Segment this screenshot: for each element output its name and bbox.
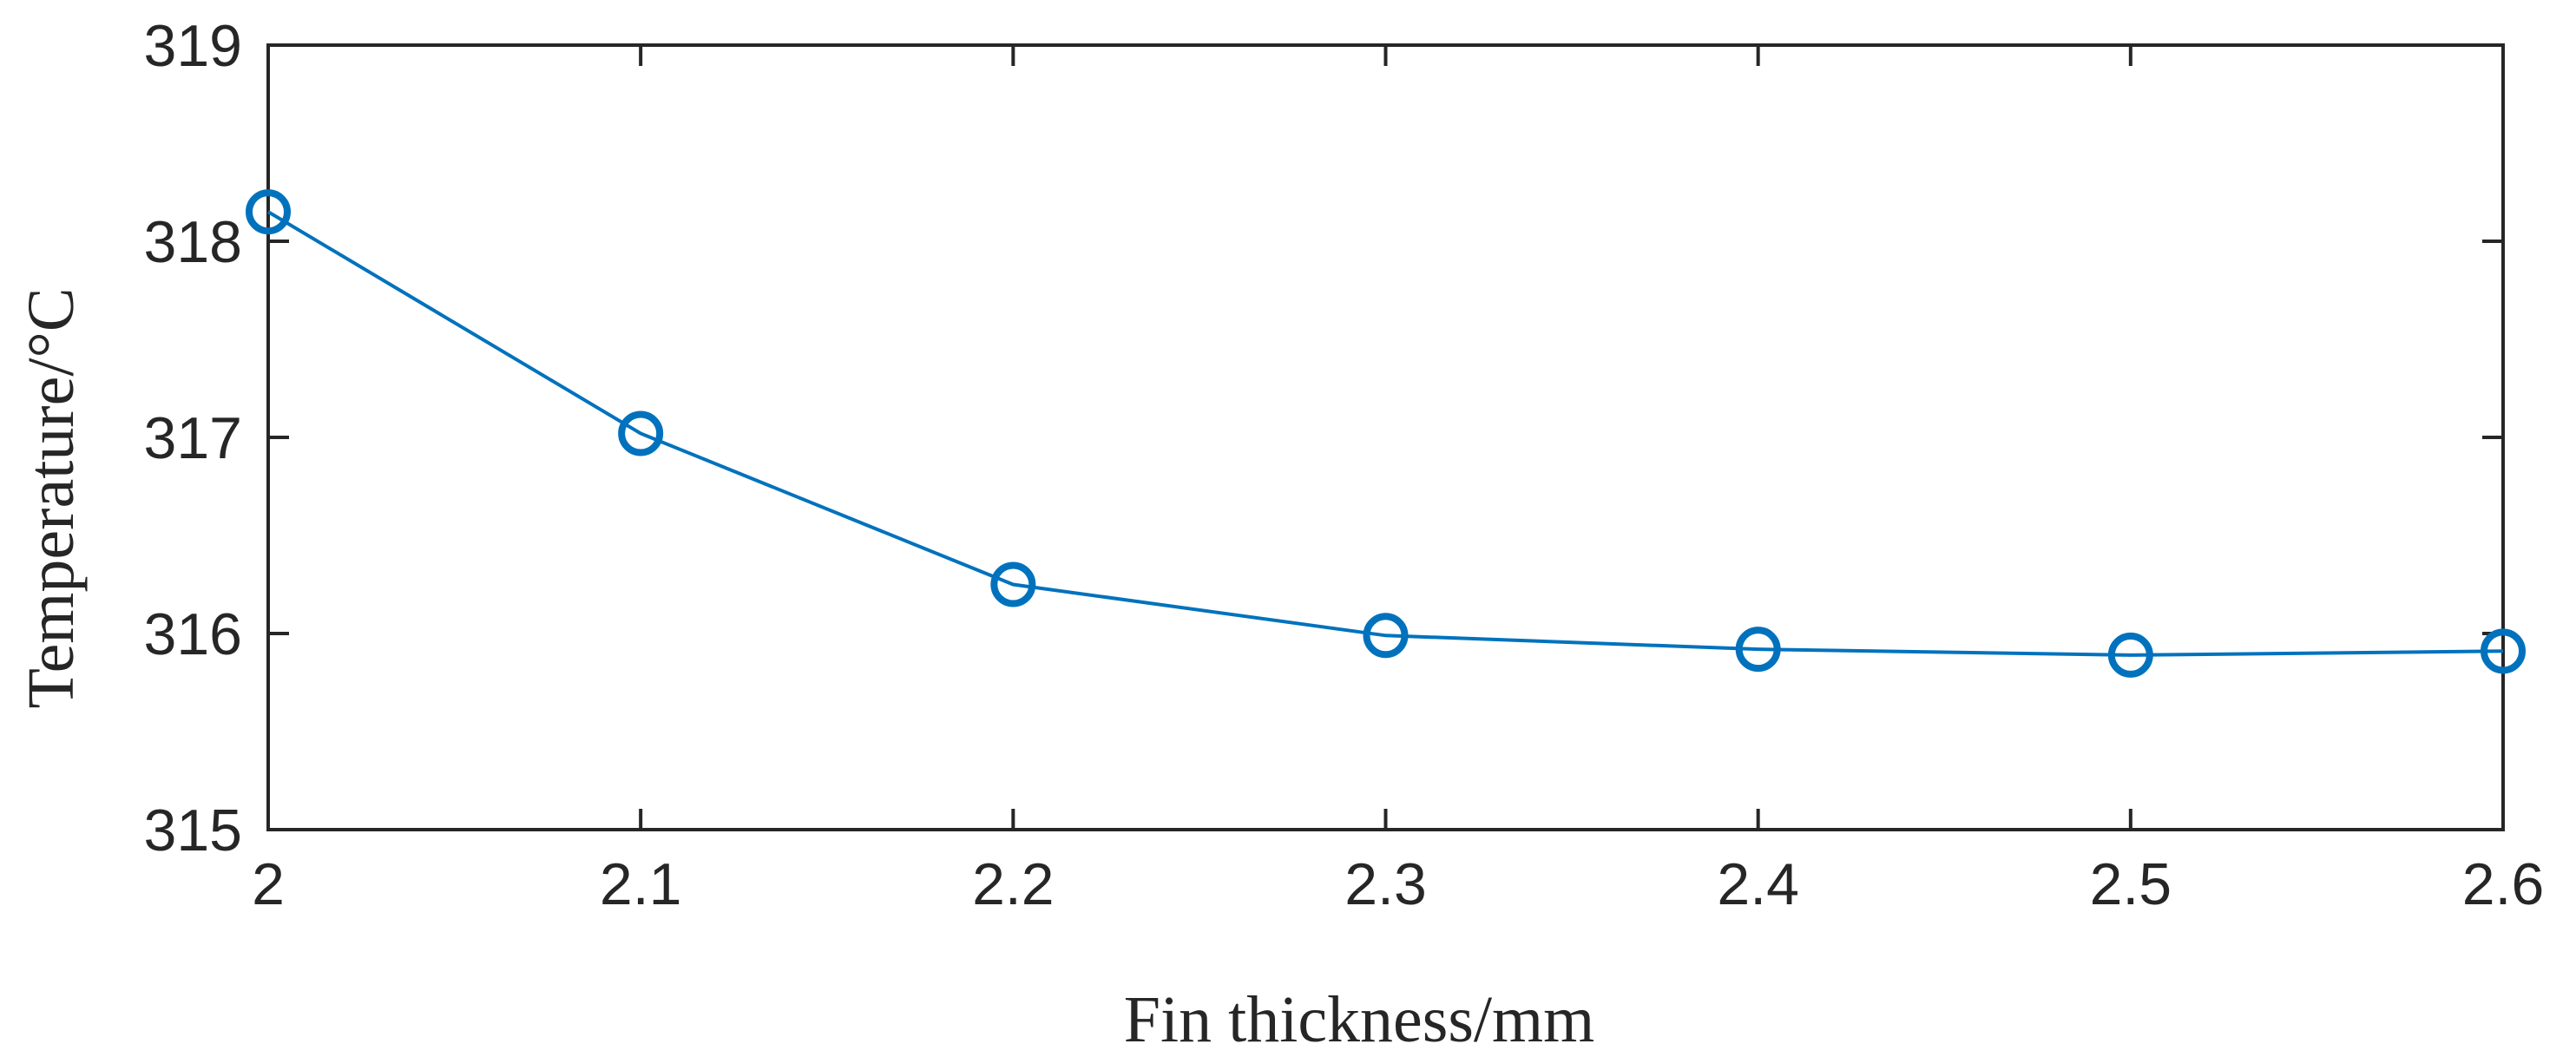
series-line: [266, 210, 2504, 657]
data-point-marker: [618, 410, 664, 456]
data-point-marker: [1363, 613, 1409, 659]
data-point-marker: [990, 561, 1036, 607]
x-tick-label: 2.4: [1717, 851, 1799, 917]
axis-ticks: 2 2.1 2.2 2.3 2.4 2.5 2.6 315 316 317 318 319: [144, 13, 2545, 917]
x-tick-label: 2.2: [972, 851, 1055, 917]
y-tick-label: 316: [144, 601, 242, 667]
plot-frame: [266, 43, 2505, 831]
data-point-marker: [2107, 632, 2153, 678]
data-point-marker: [2481, 628, 2526, 674]
x-tick-label: 2.3: [1344, 851, 1427, 917]
x-axis-title: Fin thickness/mm: [1124, 983, 1595, 1056]
x-tick-label: 2.5: [2090, 851, 2172, 917]
y-tick-label: 315: [144, 798, 242, 863]
y-tick-label: 317: [144, 405, 242, 471]
y-tick-label: 319: [144, 13, 242, 79]
plot-area: [266, 43, 2505, 831]
x-tick-label: 2: [252, 851, 285, 917]
data-series: [246, 189, 2526, 678]
x-tick-label: 2.6: [2462, 851, 2545, 917]
x-tick-label: 2.1: [600, 851, 682, 917]
data-point-marker: [246, 189, 291, 235]
data-point-marker: [1735, 627, 1781, 673]
y-tick-label: 318: [144, 209, 242, 275]
y-axis-title: Temperature/°C: [15, 287, 88, 708]
